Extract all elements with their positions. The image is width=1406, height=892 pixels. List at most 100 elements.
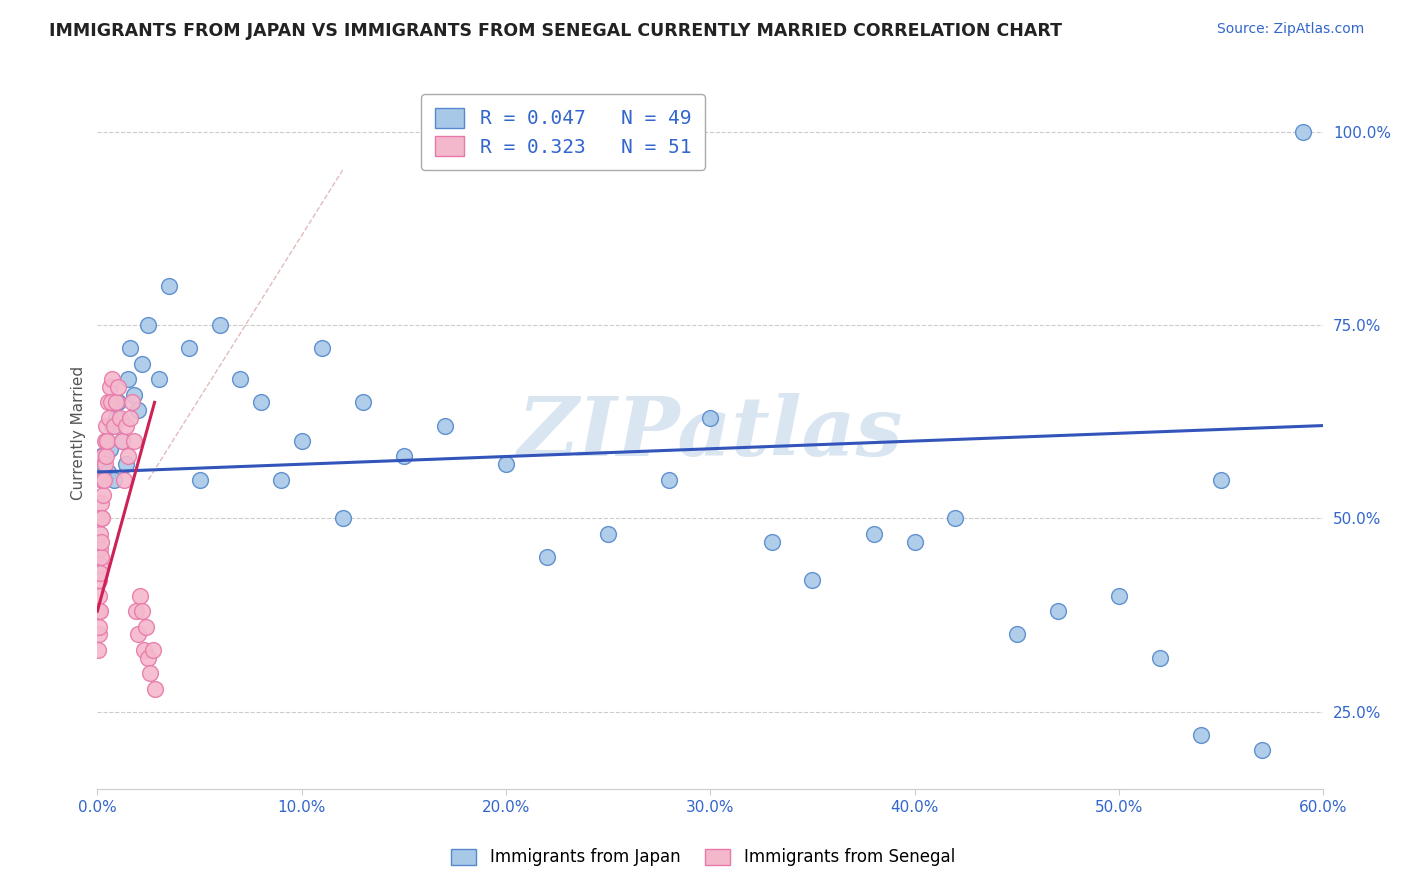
- Point: [1005, 627, 1028, 641]
- Point: [127, 627, 149, 641]
- Point: [107, 380, 129, 394]
- Point: [115, 418, 138, 433]
- Point: [111, 434, 134, 448]
- Point: [90, 473, 112, 487]
- Point: [291, 434, 314, 448]
- Point: [87, 604, 110, 618]
- Point: [141, 643, 163, 657]
- Point: [96, 434, 118, 448]
- Y-axis label: Currently Married: Currently Married: [72, 367, 86, 500]
- Point: [392, 450, 415, 464]
- Point: [1108, 589, 1130, 603]
- Point: [131, 604, 153, 618]
- Point: [1292, 125, 1315, 139]
- Point: [107, 395, 129, 409]
- Point: [90, 511, 112, 525]
- Point: [118, 341, 141, 355]
- Text: Source: ZipAtlas.com: Source: ZipAtlas.com: [1216, 22, 1364, 37]
- Point: [801, 574, 824, 588]
- Point: [115, 457, 138, 471]
- Point: [91, 488, 114, 502]
- Legend: R = 0.047   N = 49, R = 0.323   N = 51: R = 0.047 N = 49, R = 0.323 N = 51: [422, 95, 704, 170]
- Point: [904, 534, 927, 549]
- Point: [100, 372, 122, 386]
- Point: [100, 418, 122, 433]
- Point: [108, 410, 131, 425]
- Point: [87, 643, 110, 657]
- Point: [94, 434, 117, 448]
- Point: [90, 450, 112, 464]
- Point: [89, 566, 111, 580]
- Point: [188, 473, 211, 487]
- Point: [125, 604, 148, 618]
- Point: [104, 395, 127, 409]
- Point: [97, 465, 120, 479]
- Point: [135, 620, 157, 634]
- Point: [270, 473, 292, 487]
- Point: [1046, 604, 1069, 618]
- Point: [536, 550, 558, 565]
- Point: [122, 434, 145, 448]
- Point: [761, 534, 783, 549]
- Point: [208, 318, 231, 332]
- Point: [89, 604, 111, 618]
- Point: [1149, 650, 1171, 665]
- Point: [862, 526, 884, 541]
- Point: [90, 496, 112, 510]
- Point: [94, 450, 117, 464]
- Text: ZIPatlas: ZIPatlas: [517, 393, 903, 474]
- Point: [90, 550, 112, 565]
- Point: [89, 542, 111, 557]
- Point: [87, 620, 110, 634]
- Point: [138, 318, 160, 332]
- Point: [117, 450, 139, 464]
- Point: [89, 589, 111, 603]
- Point: [157, 279, 180, 293]
- Point: [93, 457, 115, 471]
- Point: [129, 589, 152, 603]
- Point: [89, 526, 111, 541]
- Point: [87, 627, 110, 641]
- Point: [117, 372, 139, 386]
- Point: [104, 410, 127, 425]
- Point: [97, 395, 120, 409]
- Point: [100, 395, 122, 409]
- Point: [699, 410, 721, 425]
- Point: [91, 511, 114, 525]
- Point: [598, 526, 620, 541]
- Point: [121, 395, 143, 409]
- Point: [1211, 473, 1233, 487]
- Point: [138, 650, 160, 665]
- Point: [98, 380, 121, 394]
- Point: [90, 534, 112, 549]
- Point: [495, 457, 517, 471]
- Point: [94, 434, 117, 448]
- Point: [148, 372, 170, 386]
- Point: [1251, 743, 1274, 757]
- Point: [143, 681, 166, 696]
- Point: [179, 341, 201, 355]
- Point: [98, 442, 121, 456]
- Point: [93, 457, 115, 471]
- Point: [122, 387, 145, 401]
- Point: [352, 395, 374, 409]
- Point: [93, 450, 115, 464]
- Point: [89, 558, 111, 572]
- Point: [97, 410, 120, 425]
- Point: [134, 643, 156, 657]
- Point: [249, 395, 271, 409]
- Point: [139, 666, 162, 681]
- Point: [112, 473, 135, 487]
- Point: [118, 410, 141, 425]
- Text: IMMIGRANTS FROM JAPAN VS IMMIGRANTS FROM SENEGAL CURRENTLY MARRIED CORRELATION C: IMMIGRANTS FROM JAPAN VS IMMIGRANTS FROM…: [49, 22, 1062, 40]
- Point: [103, 418, 125, 433]
- Point: [332, 511, 354, 525]
- Point: [229, 372, 252, 386]
- Point: [311, 341, 333, 355]
- Point: [433, 418, 456, 433]
- Point: [103, 473, 125, 487]
- Point: [131, 357, 153, 371]
- Legend: Immigrants from Japan, Immigrants from Senegal: Immigrants from Japan, Immigrants from S…: [443, 840, 963, 875]
- Point: [89, 574, 111, 588]
- Point: [945, 511, 967, 525]
